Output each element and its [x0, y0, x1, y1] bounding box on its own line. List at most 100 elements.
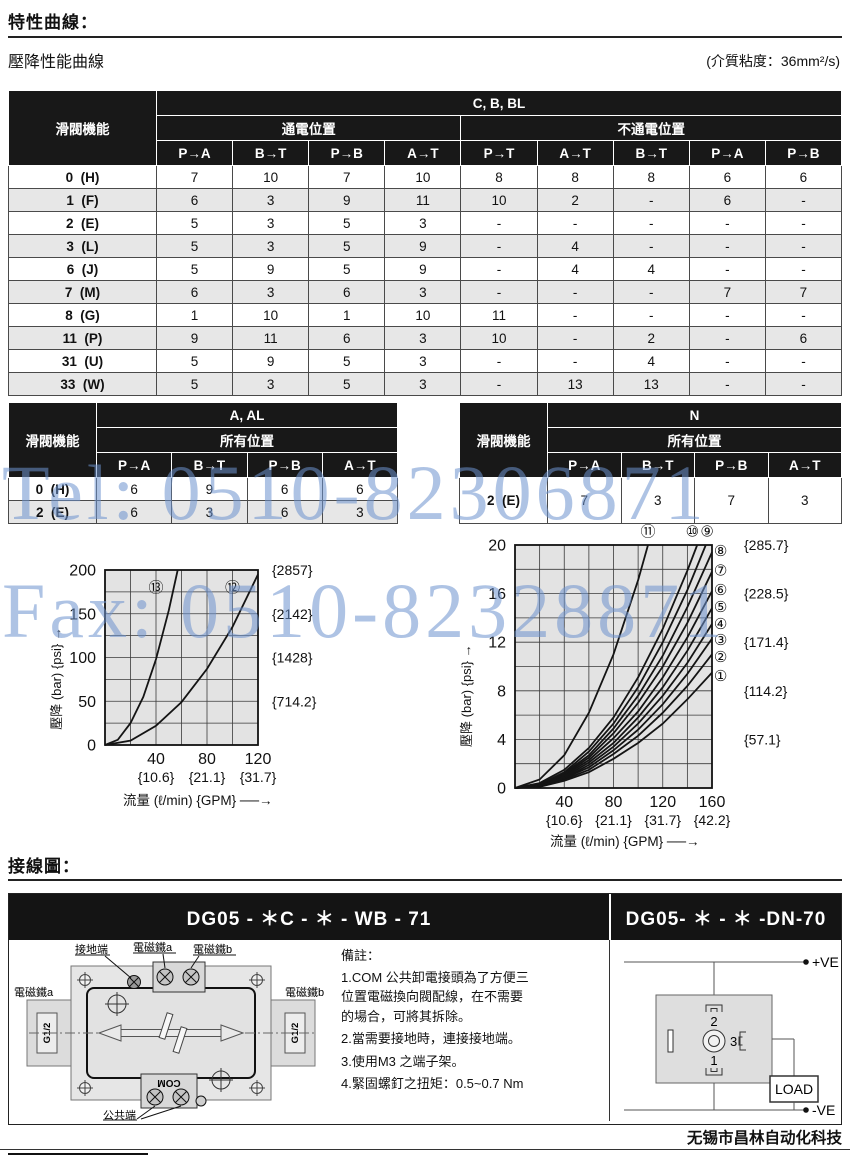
x-tick-gpm-label: {42.2} — [694, 812, 731, 828]
curve-number-label: ③ — [714, 632, 727, 649]
din-connector-circuit: +VE 2 3 1 LOAD -VE — [624, 954, 839, 1118]
section-subtitle: 壓降性能曲線 — [8, 54, 105, 71]
table-row: 1 (F) 6 3 9 11 10 2-6- — [8, 188, 843, 212]
note-item: 3.使用M3 之端子架。 — [341, 1053, 465, 1069]
value-cell: 9 — [171, 477, 248, 501]
column-header: P→A — [547, 452, 622, 478]
value-cell: - — [612, 280, 690, 304]
model-header-dn70: DG05- ＊ - ＊ -DN-70 — [611, 894, 841, 940]
x-axis-label: 流量 (ℓ/min) {GPM} ──→ — [550, 834, 700, 849]
column-header: P→B — [308, 140, 386, 166]
value-cell: - — [612, 234, 690, 258]
value-cell: 3 — [232, 211, 310, 235]
value-cell: - — [688, 211, 766, 235]
group-header: C, B, BL — [156, 90, 842, 116]
row-label: 11 (P) — [8, 326, 157, 350]
table-row: 8 (G) 1 10 1 10 11- - - - — [8, 303, 843, 327]
curve-5 — [514, 607, 713, 789]
curve-number-label: ② — [714, 649, 727, 666]
value-cell: 4 — [536, 257, 614, 281]
curve-13 — [104, 569, 179, 746]
note-item: 4.緊固螺釘之扭矩：0.5~0.7 Nm — [341, 1076, 524, 1091]
value-cell: - — [688, 372, 766, 396]
row-label: 2 (E) — [8, 500, 97, 524]
row-label: 3 (L) — [8, 234, 157, 258]
center-boss — [702, 1029, 726, 1053]
value-cell: 8 — [612, 165, 690, 189]
value-cell: - — [764, 372, 843, 396]
x-axis-label: 流量 (ℓ/min) {GPM} ──→ — [123, 793, 273, 808]
solenoid-b-top-label: 電磁鐵b — [193, 942, 232, 956]
x-tick-gpm-label: {21.1} — [595, 812, 632, 828]
company-name: 无锡市昌林自动化科技 — [686, 1130, 842, 1147]
value-cell: 4 — [536, 234, 614, 258]
deenergized-header: 不通電位置 — [460, 115, 842, 141]
value-cell: 9 — [155, 326, 234, 350]
note-item: 2.當需要接地時，連接接地端。 — [341, 1031, 521, 1046]
curve-number-label: ⑫ — [225, 580, 240, 597]
viscosity-note: (介質粘度：36mm²/s) — [706, 53, 840, 69]
y-tick-label: 12 — [488, 635, 506, 652]
plot-border — [514, 544, 713, 789]
divider — [8, 879, 842, 881]
value-cell: 10 — [232, 303, 310, 327]
pin3-contact — [738, 1031, 746, 1051]
value-cell: 13 — [612, 372, 690, 396]
y-axis-label: 壓降 (bar) {psi} → — [459, 644, 474, 747]
note-item: 1.COM 公共卸電接頭為了方便三 位置電磁換向閥配線，在不需要 的場合，可將其… — [341, 969, 529, 1024]
table-row: 33 (W) 5 3 5 3-13 13- - — [8, 372, 843, 396]
value-cell: 7 — [694, 477, 769, 524]
ground-terminal-label: 接地端 — [75, 943, 108, 956]
pressure-drop-table-aal: 滑閥機能 A, AL 所有位置 P→A B→T P→B A→T 0 (H) 6 9 6 6 2 … — [8, 402, 399, 524]
value-cell: 10 — [384, 165, 462, 189]
curve-number-label: ⑤ — [714, 599, 727, 616]
y-tick-label: 16 — [488, 586, 506, 603]
value-cell: 10 — [460, 188, 538, 212]
model-header-wb71: DG05 - ＊C - ＊ - WB - 71 — [9, 894, 609, 940]
y-tick-label: 200 — [69, 563, 96, 580]
value-cell: 8 — [460, 165, 538, 189]
value-cell: 5 — [155, 211, 234, 235]
curve-1 — [514, 671, 713, 789]
psi-label: {2142} — [272, 606, 313, 622]
value-cell: 5 — [155, 234, 234, 258]
curve-9 — [514, 544, 707, 789]
value-cell: - — [536, 349, 614, 373]
curve-number-label: ⑧ — [714, 543, 727, 560]
value-cell: 13 — [536, 372, 614, 396]
psi-label: {57.1} — [744, 731, 781, 747]
all-positions-header: 所有位置 — [96, 427, 398, 453]
value-cell: 5 — [155, 257, 234, 281]
column-header: A→T — [536, 140, 614, 166]
value-cell: - — [688, 326, 766, 350]
arrow-shaft — [118, 1029, 224, 1037]
table-row: 2 (E) 7 3 7 3 — [459, 477, 842, 524]
column-header: P→B — [246, 452, 323, 478]
value-cell: 7 — [688, 280, 766, 304]
pressure-drop-table-n: 滑閥機能 N 所有位置 P→A B→T P→B A→T 2 (E) 7 3 7 3 — [459, 402, 842, 524]
psi-label: {285.7} — [744, 537, 789, 553]
value-cell: 3 — [384, 326, 462, 350]
column-header: A→T — [384, 140, 462, 166]
value-cell: - — [688, 303, 766, 327]
positive-node — [803, 959, 809, 965]
table-row: 7 (M) 6 3 6 3- - -7 7 — [8, 280, 843, 304]
value-cell: 3 — [232, 280, 310, 304]
value-cell: 5 — [155, 372, 234, 396]
com-label: COM — [157, 1077, 180, 1088]
y-tick-label: 50 — [78, 694, 96, 711]
solenoid-a-side-label: 電磁鐵a — [14, 985, 54, 999]
negative-label: -VE — [812, 1102, 835, 1118]
curve-11 — [514, 544, 649, 789]
row-label: 7 (M) — [8, 280, 157, 304]
psi-label: {228.5} — [744, 586, 789, 602]
column-header: B→T — [232, 140, 310, 166]
y-tick-label: 4 — [497, 732, 506, 749]
value-cell: - — [460, 280, 538, 304]
value-cell: 3 — [321, 500, 399, 524]
screw — [195, 1095, 207, 1107]
value-cell: 9 — [232, 349, 310, 373]
pin1-contact — [705, 1068, 723, 1076]
x-tick-gpm-label: {10.6} — [138, 769, 175, 785]
